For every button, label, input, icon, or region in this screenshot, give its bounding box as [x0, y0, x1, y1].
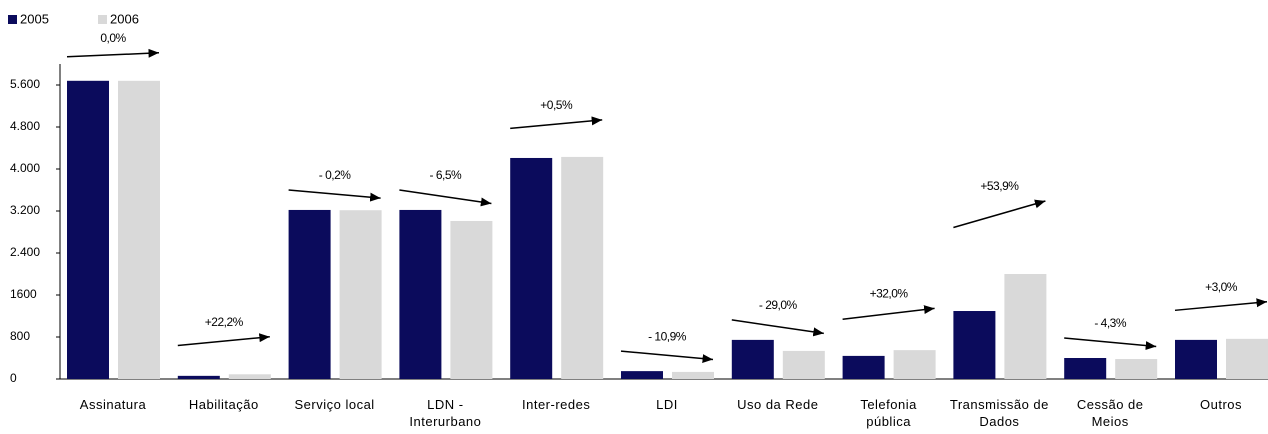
change-arrow [399, 189, 492, 207]
change-label: +3,0% [1205, 280, 1238, 294]
legend-label: 2006 [110, 11, 139, 26]
bar [177, 375, 220, 379]
y-tick-label: 4.000 [10, 161, 40, 175]
change-label: +32,0% [870, 287, 909, 301]
change-label: - 29,0% [759, 298, 798, 312]
bar [1226, 338, 1268, 379]
bar [118, 80, 160, 380]
bar [782, 350, 825, 379]
legend-label: 2005 [20, 11, 49, 26]
x-tick-label: Outros [1199, 397, 1242, 412]
change-arrow [1064, 337, 1157, 351]
bar [510, 157, 553, 379]
change-label: - 6,5% [430, 168, 463, 182]
x-tick-label: Transmissão de Dados [949, 397, 1049, 429]
change-arrow [953, 199, 1046, 229]
change-arrow [510, 116, 603, 130]
change-label: - 10,9% [648, 329, 687, 343]
legend-swatch [8, 15, 17, 24]
change-arrow [731, 319, 824, 337]
x-tick-label: LDI [656, 397, 678, 412]
change-label: - 0,2% [319, 168, 352, 182]
bar [621, 371, 663, 379]
bar [842, 355, 885, 379]
x-tick-label: Serviço local [294, 397, 375, 412]
change-label: 0,0% [100, 31, 126, 45]
bar [288, 209, 331, 379]
bar [339, 210, 382, 379]
x-tick-label: Habilitação [188, 397, 259, 412]
bar [672, 371, 714, 379]
bar [893, 350, 936, 379]
x-tick-label: LDN - Interurbano [409, 397, 482, 429]
change-arrow [66, 48, 160, 58]
bar [1115, 359, 1158, 379]
legend-swatch [98, 15, 107, 24]
x-tick-label: Telefonia pública [860, 397, 917, 429]
bar [953, 311, 996, 379]
change-label: +22,2% [205, 315, 244, 329]
change-arrow [177, 333, 270, 347]
change-arrow [288, 189, 381, 202]
change-arrow [842, 305, 935, 320]
bar [450, 220, 493, 379]
bar [67, 80, 109, 380]
x-tick-label: Uso da Rede [737, 397, 819, 412]
bar [731, 339, 774, 379]
bar [1064, 358, 1107, 379]
change-label: - 4,3% [1094, 316, 1127, 330]
x-tick-label: Cessão de Meios [1076, 397, 1144, 429]
x-tick-label: Assinatura [79, 397, 147, 412]
change-label: +53,9% [980, 179, 1019, 193]
bar [399, 209, 442, 379]
change-arrow [1174, 298, 1268, 312]
y-tick-label: 3.200 [10, 203, 40, 217]
y-tick-label: 1600 [10, 287, 37, 301]
bar [561, 156, 604, 379]
y-tick-label: 5.600 [10, 77, 40, 91]
y-tick-label: 4.800 [10, 119, 40, 133]
change-label: +0,5% [540, 98, 573, 112]
y-tick-label: 0 [10, 371, 17, 385]
y-tick-label: 2.400 [10, 245, 40, 259]
bar [228, 374, 271, 379]
change-arrow [620, 350, 714, 364]
y-tick-label: 800 [10, 329, 30, 343]
bar [1175, 339, 1217, 379]
bar [1004, 274, 1047, 379]
x-tick-label: Inter-redes [522, 397, 591, 412]
